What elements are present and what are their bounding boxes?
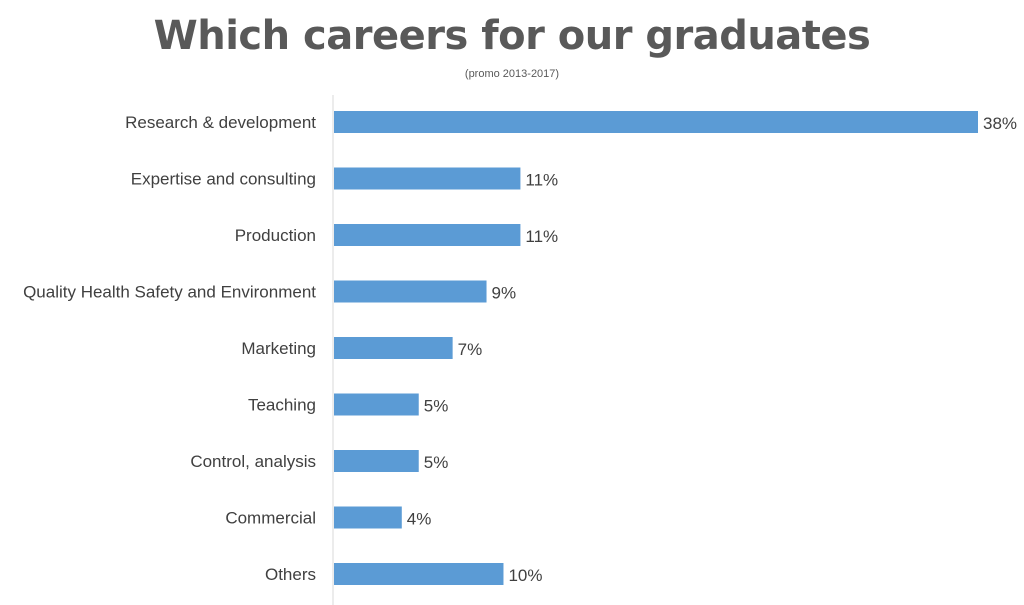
data-label: 11% bbox=[525, 171, 558, 190]
category-label: Teaching bbox=[248, 396, 316, 415]
bar bbox=[334, 563, 504, 585]
category-label: Control, analysis bbox=[190, 452, 316, 471]
chart-subtitle: (promo 2013-2017) bbox=[464, 68, 560, 80]
data-label: 5% bbox=[424, 397, 449, 416]
chart-title: Which careers for our graduates bbox=[153, 13, 871, 59]
data-label: 5% bbox=[424, 453, 449, 472]
data-label: 11% bbox=[525, 227, 558, 246]
category-label: Quality Health Safety and Environment bbox=[23, 283, 316, 302]
bar bbox=[334, 337, 453, 359]
bar bbox=[334, 167, 521, 190]
category-label: Marketing bbox=[241, 339, 316, 358]
bar bbox=[334, 393, 419, 416]
category-label: Expertise and consulting bbox=[131, 170, 316, 189]
bar bbox=[334, 111, 978, 133]
data-label: 38% bbox=[983, 114, 1017, 133]
category-label: Production bbox=[235, 226, 316, 245]
category-label: Research & development bbox=[125, 113, 316, 132]
data-label: 10% bbox=[508, 566, 542, 585]
bar bbox=[334, 280, 487, 303]
category-label: Commercial bbox=[225, 509, 316, 528]
bar bbox=[334, 506, 402, 529]
bar bbox=[334, 224, 521, 246]
data-label: 4% bbox=[407, 510, 432, 529]
bar bbox=[334, 450, 419, 472]
category-label: Others bbox=[265, 565, 316, 584]
data-label: 9% bbox=[492, 284, 517, 303]
data-label: 7% bbox=[458, 340, 483, 359]
